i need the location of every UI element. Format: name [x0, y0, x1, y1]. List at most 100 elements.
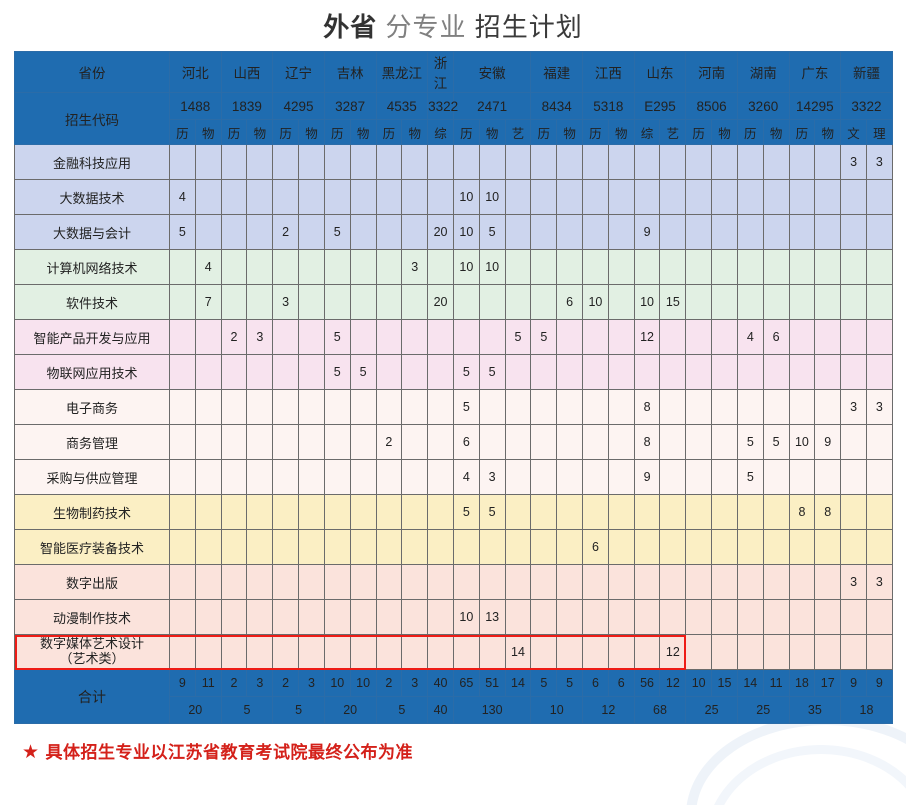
plan-cell [762, 354, 790, 390]
plan-cell [220, 599, 248, 635]
plan-cell [349, 249, 377, 285]
table-row: 数字出版 3 3 [14, 564, 893, 600]
header-subject-10-1: 综 [633, 119, 661, 145]
plan-cell [711, 564, 738, 600]
plan-cell [246, 354, 274, 390]
plan-cell [607, 179, 635, 215]
plan-cell [865, 284, 893, 320]
plan-cell [736, 564, 764, 600]
plan-cell [452, 144, 480, 180]
plan-cell [711, 214, 738, 250]
plan-cell [349, 494, 377, 530]
plan-cell [349, 599, 377, 635]
plan-cell [349, 529, 377, 565]
plan-cell [246, 599, 274, 635]
plan-cell [556, 179, 584, 215]
plan-cell: 6 [762, 319, 790, 355]
plan-cell: 10 [582, 284, 609, 320]
plan-cell [427, 529, 454, 565]
plan-cell [736, 144, 764, 180]
plan-cell [427, 599, 454, 635]
plan-cell [762, 179, 790, 215]
plan-cell: 5 [452, 494, 480, 530]
plan-cell [169, 284, 196, 320]
subject-total-cell: 3 [401, 669, 429, 697]
major-name-cell: 动漫制作技术 [14, 599, 170, 635]
plan-cell [246, 424, 274, 460]
plan-cell [298, 424, 325, 460]
plan-cell [556, 144, 584, 180]
subject-total-cell: 3 [246, 669, 274, 697]
header-code-13: 14295 [788, 92, 842, 120]
province-total-cell: 40 [427, 696, 454, 724]
plan-cell [427, 564, 454, 600]
plan-cell: 5 [323, 319, 351, 355]
plan-cell [685, 564, 713, 600]
plan-cell [814, 634, 842, 670]
plan-cell [504, 564, 532, 600]
plan-cell [272, 424, 300, 460]
plan-cell [220, 459, 248, 495]
plan-cell [607, 634, 635, 670]
plan-cell [401, 564, 429, 600]
plan-cell [840, 284, 867, 320]
header-subject-2-1: 历 [220, 119, 248, 145]
plan-cell [736, 284, 764, 320]
subject-total-cell: 11 [762, 669, 790, 697]
major-name-cell: 大数据与会计 [14, 214, 170, 250]
plan-cell [711, 634, 738, 670]
plan-cell [530, 144, 558, 180]
plan-cell [272, 179, 300, 215]
plan-cell: 5 [478, 494, 506, 530]
plan-cell [220, 564, 248, 600]
plan-cell [246, 144, 274, 180]
plan-cell [220, 634, 248, 670]
plan-cell [349, 634, 377, 670]
plan-cell [194, 599, 222, 635]
plan-cell [814, 389, 842, 425]
table-row: 商务管理 2 6 8 5 5 10 9 [14, 424, 893, 460]
header-province-12: 湖南 [736, 51, 790, 93]
plan-cell [685, 599, 713, 635]
plan-cell [659, 459, 687, 495]
header-code-11: 8506 [685, 92, 738, 120]
major-name-cell: 物联网应用技术 [14, 354, 170, 390]
header-subject-11-1: 历 [685, 119, 713, 145]
plan-cell [478, 389, 506, 425]
plan-cell [401, 144, 429, 180]
subject-total-cell: 9 [865, 669, 893, 697]
header-subject-4-1: 历 [323, 119, 351, 145]
plan-cell: 6 [452, 424, 480, 460]
plan-cell [246, 214, 274, 250]
subject-total-cell: 9 [840, 669, 867, 697]
plan-cell: 2 [220, 319, 248, 355]
plan-cell [349, 459, 377, 495]
plan-cell [298, 494, 325, 530]
plan-cell [478, 564, 506, 600]
header-province-label: 省份 [14, 51, 170, 93]
plan-cell [478, 634, 506, 670]
plan-cell [685, 424, 713, 460]
plan-cell [298, 459, 325, 495]
plan-cell [478, 144, 506, 180]
plan-cell [607, 529, 635, 565]
footer-note-text: 具体招生专业以江苏省教育考试院最终公布为准 [45, 743, 414, 762]
plan-cell [478, 424, 506, 460]
major-name-cell: 采购与供应管理 [14, 459, 170, 495]
plan-cell [607, 424, 635, 460]
header-code-6: 3322 [427, 92, 458, 120]
plan-cell [711, 494, 738, 530]
plan-cell [659, 319, 687, 355]
plan-cell [762, 494, 790, 530]
province-total-cell: 68 [633, 696, 687, 724]
subject-total-cell: 10 [349, 669, 377, 697]
header-code-2: 1839 [220, 92, 274, 120]
plan-cell [194, 214, 222, 250]
plan-cell [865, 179, 893, 215]
plan-cell [169, 319, 196, 355]
plan-cell [762, 459, 790, 495]
plan-cell [633, 634, 661, 670]
plan-cell [556, 214, 584, 250]
plan-cell [272, 529, 300, 565]
plan-cell [530, 599, 558, 635]
